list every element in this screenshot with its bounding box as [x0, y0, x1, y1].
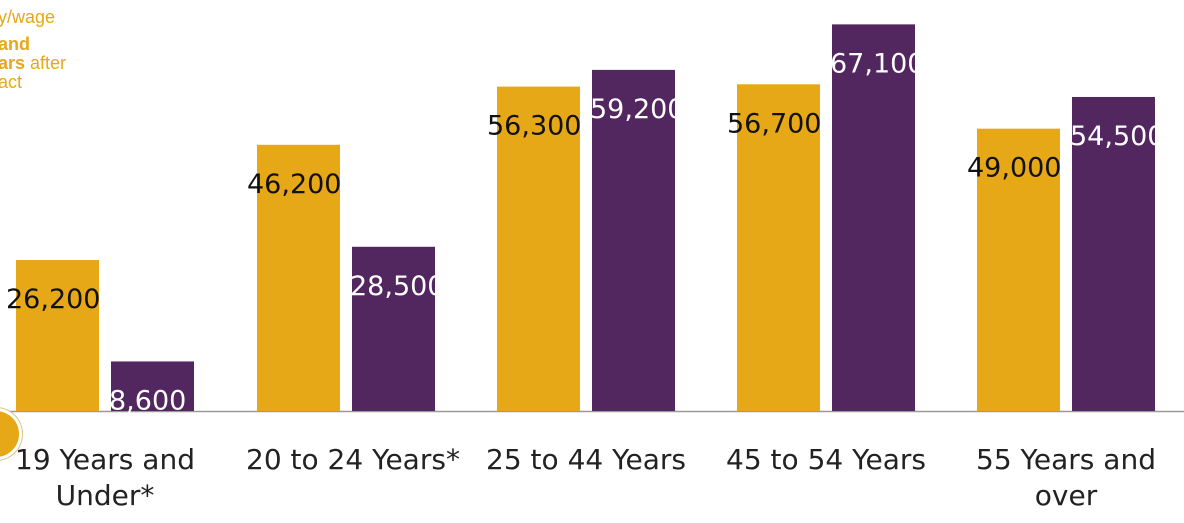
- category-label-2: 20 to 24 Years*: [246, 442, 460, 478]
- bar-series-1-5: [977, 128, 1060, 412]
- data-label-series-2-5: 54,500: [1070, 121, 1164, 152]
- category-label-line: 19 Years and: [15, 443, 195, 476]
- category-label-4: 45 to 54 Years: [726, 442, 926, 478]
- bar-series-2-4: [832, 24, 915, 411]
- data-label-series-1-2: 46,200: [247, 169, 341, 200]
- legend-line-3-bold: ars: [0, 53, 26, 73]
- bar-series-1-4: [737, 84, 820, 411]
- category-label-5: 55 Years and over: [966, 442, 1166, 514]
- data-label-series-2-1: 8,600: [109, 385, 186, 416]
- category-label-line: Under*: [55, 479, 155, 512]
- bar-series-1-2: [257, 144, 340, 411]
- category-label-line: over: [1034, 479, 1098, 512]
- data-label-series-2-3: 59,200: [590, 94, 684, 125]
- category-label-line: 55 Years and: [976, 443, 1156, 476]
- bar-series-2-3: [592, 69, 675, 412]
- category-label-line: 45 to 54 Years: [726, 443, 926, 476]
- legend-line-1: y/wage: [0, 7, 56, 27]
- legend-text: y/wage and ars after act: [0, 8, 128, 92]
- bar-series-1-3: [497, 86, 580, 412]
- bar-series-1-1: [16, 260, 99, 411]
- legend-line-2: and: [0, 34, 31, 54]
- bar-series-2-2: [352, 246, 435, 411]
- bar-series-2-5: [1072, 96, 1155, 411]
- category-label-line: 20 to 24 Years*: [246, 443, 460, 476]
- category-label-line: 25 to 44 Years: [486, 443, 686, 476]
- data-label-series-1-3: 56,300: [487, 111, 581, 142]
- data-label-series-2-4: 67,100: [830, 48, 924, 79]
- legend-line-4: act: [0, 72, 23, 92]
- bar-series-2-1: [111, 361, 194, 411]
- data-label-series-1-4: 56,700: [727, 108, 821, 139]
- data-label-series-1-1: 26,200: [6, 284, 100, 315]
- data-label-series-1-5: 49,000: [967, 153, 1061, 184]
- category-label-1: 19 Years and Under*: [5, 442, 205, 514]
- data-label-series-2-2: 28,500: [350, 271, 444, 302]
- category-label-3: 25 to 44 Years: [486, 442, 686, 478]
- legend-line-3-rest: after: [25, 53, 67, 73]
